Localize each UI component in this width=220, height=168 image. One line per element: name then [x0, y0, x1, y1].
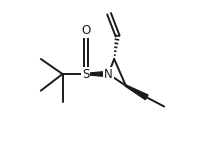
Text: S: S	[82, 68, 90, 80]
Polygon shape	[86, 71, 108, 77]
Polygon shape	[125, 85, 148, 100]
Text: O: O	[81, 24, 90, 37]
Text: N: N	[104, 68, 113, 80]
